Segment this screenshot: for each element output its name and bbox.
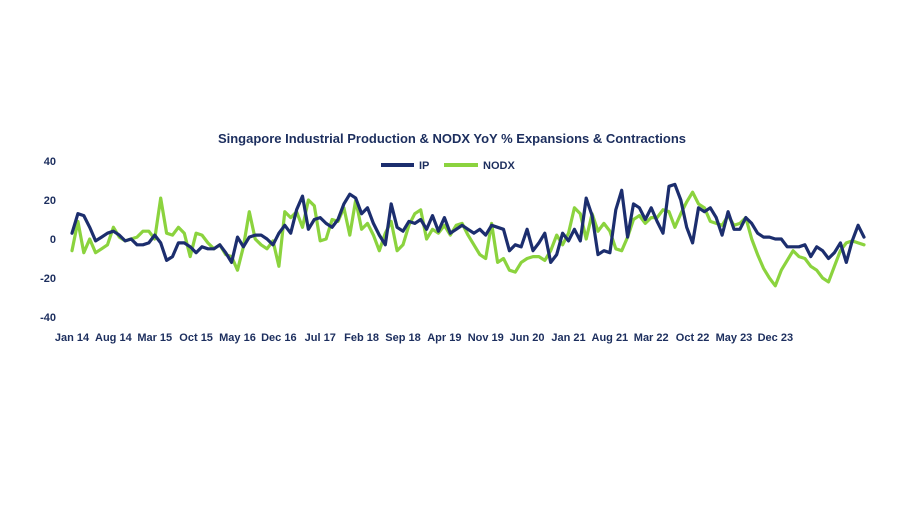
x-tick-label: Jan 21	[551, 332, 585, 344]
x-tick-label: Oct 22	[676, 332, 710, 344]
x-tick-label: May 23	[716, 332, 753, 344]
series-line-nodx	[70, 190, 866, 288]
y-tick-label: -40	[40, 312, 56, 324]
chart-title: Singapore Industrial Production & NODX Y…	[218, 131, 686, 146]
y-axis-ticks: 40 20 0 -20 -40	[40, 156, 56, 324]
y-tick-label: -20	[40, 273, 56, 285]
legend: IP NODX	[381, 160, 515, 172]
x-tick-label: Aug 14	[95, 332, 133, 344]
x-tick-label: Mar 15	[137, 332, 172, 344]
x-tick-label: Jul 17	[305, 332, 336, 344]
x-tick-label: Sep 18	[385, 332, 420, 344]
y-tick-label: 40	[44, 156, 56, 168]
x-tick-label: Aug 21	[592, 332, 629, 344]
x-tick-label: Jan 14	[55, 332, 90, 344]
y-tick-label: 20	[44, 195, 56, 207]
x-tick-label: Feb 18	[344, 332, 379, 344]
x-tick-label: Jun 20	[510, 332, 545, 344]
legend-label-nodx: NODX	[483, 160, 515, 172]
legend-label-ip: IP	[419, 160, 429, 172]
x-tick-label: Mar 22	[634, 332, 669, 344]
x-tick-label: Dec 23	[758, 332, 793, 344]
x-tick-label: Nov 19	[468, 332, 504, 344]
series-line-ip	[70, 182, 866, 264]
series-lines	[70, 182, 866, 288]
y-tick-label: 0	[50, 234, 56, 246]
x-tick-label: Apr 19	[427, 332, 461, 344]
x-axis-ticks: Jan 14 Aug 14 Mar 15 Oct 15 May 16 Dec 16 Jul …	[55, 332, 793, 344]
x-tick-label: Dec 16	[261, 332, 296, 344]
x-tick-label: Oct 15	[179, 332, 213, 344]
x-tick-label: May 16	[219, 332, 256, 344]
